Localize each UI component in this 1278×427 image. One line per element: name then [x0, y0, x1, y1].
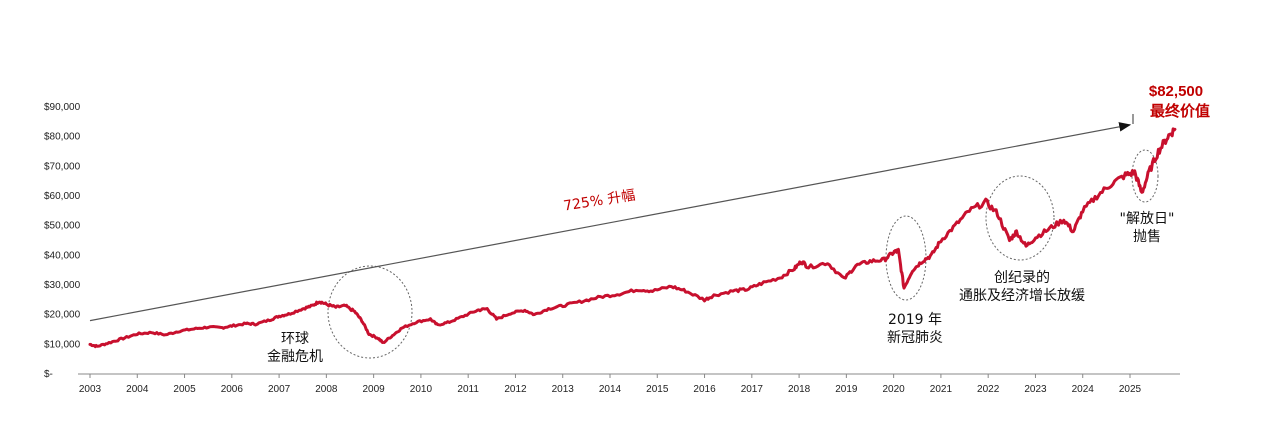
x-tick-label: 2009 [363, 384, 386, 395]
x-tick-label: 2024 [1072, 384, 1095, 395]
x-tick-label: 2004 [126, 384, 149, 395]
annotation-text: 环球金融危机 [267, 331, 323, 365]
annotation-text: 725% 升幅 [562, 187, 636, 214]
final-value-caption: 最终价值 [1150, 102, 1210, 120]
x-tick-label: 2016 [693, 384, 716, 395]
x-tick-label: 2014 [599, 384, 622, 395]
y-tick-label: $40,000 [44, 250, 81, 261]
series-line [88, 127, 1177, 349]
x-tick-label: 2011 [457, 384, 479, 395]
y-tick-label: $50,000 [44, 221, 81, 232]
annotation-text: "解放日"抛售 [1120, 211, 1175, 245]
x-tick-label: 2010 [410, 384, 433, 395]
x-tick-label: 2017 [741, 384, 764, 395]
y-tick-label: $90,000 [44, 102, 81, 113]
x-tick-label: 2020 [883, 384, 906, 395]
y-tick-label: $70,000 [44, 161, 81, 172]
liberation-day-circle [1131, 149, 1159, 203]
x-tick-label: 2021 [930, 384, 953, 395]
x-tick-label: 2007 [268, 384, 291, 395]
x-tick-label: 2019 [835, 384, 858, 395]
x-tick-label: 2008 [315, 384, 338, 395]
y-tick-label: $80,000 [44, 132, 81, 143]
x-tick-label: 2005 [173, 384, 196, 395]
y-tick-label: $- [44, 369, 53, 380]
x-tick-label: 2015 [646, 384, 669, 395]
x-tick-label: 2023 [1024, 384, 1047, 395]
y-tick-label: $30,000 [44, 280, 81, 291]
annotation-text: 创纪录的通胀及经济增长放缓 [959, 270, 1085, 304]
y-tick-label: $10,000 [44, 339, 81, 350]
x-tick-label: 2006 [221, 384, 244, 395]
x-tick-label: 2025 [1119, 384, 1142, 395]
annotation-text: 2019 年新冠肺炎 [887, 312, 943, 346]
inflation-circle [985, 175, 1055, 261]
y-tick-label: $20,000 [44, 310, 81, 321]
final-value-label: $82,500 [1149, 83, 1203, 100]
x-tick-label: 2013 [552, 384, 575, 395]
x-axis-ticks: 2003 2004 2005 2006 2007 2008 2009 2010 2011 2012… [79, 374, 1142, 395]
trend-arrow [89, 122, 1132, 322]
y-tick-label: $60,000 [44, 191, 81, 202]
event-circles [327, 149, 1159, 359]
x-tick-label: 2018 [788, 384, 811, 395]
x-tick-label: 2003 [79, 384, 102, 395]
x-tick-label: 2022 [977, 384, 1000, 395]
y-axis-ticks: $- $10,000 $20,000 $30,000 $40,000 $50,000 $60… [44, 102, 81, 380]
gfc-circle [327, 265, 413, 359]
x-tick-label: 2012 [504, 384, 527, 395]
